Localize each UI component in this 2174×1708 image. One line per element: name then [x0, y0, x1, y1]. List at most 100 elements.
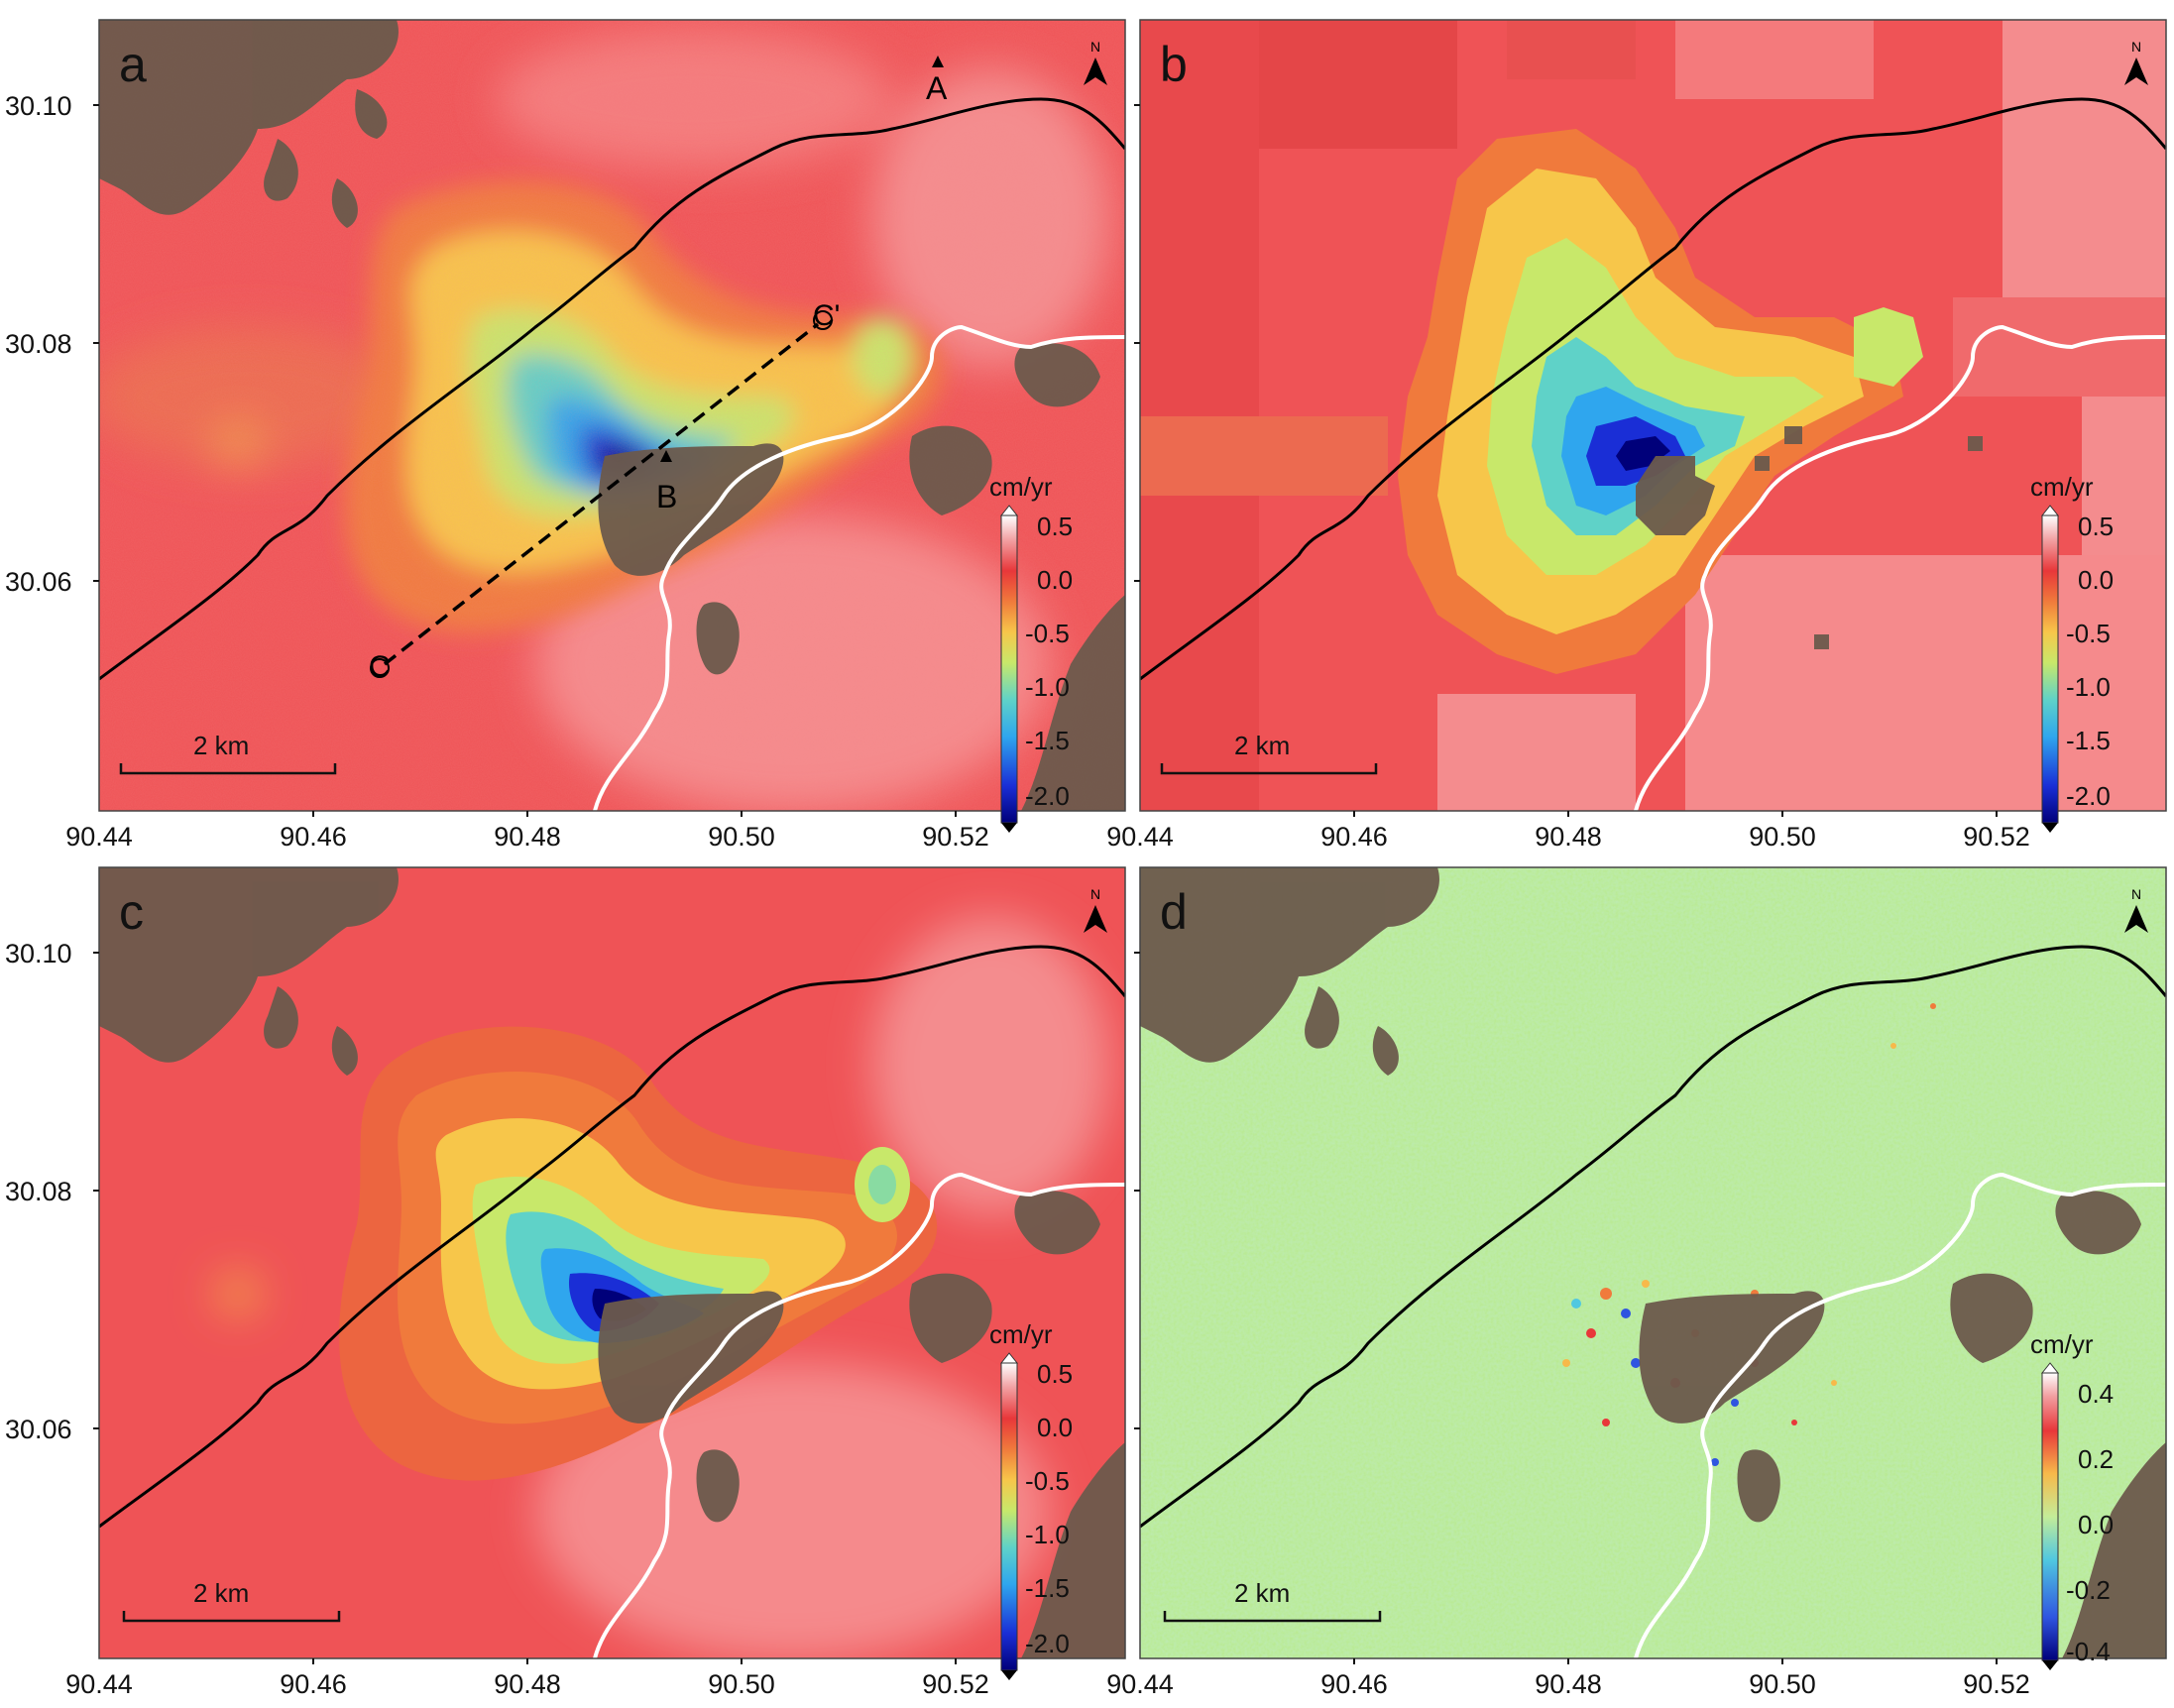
- x-tick-label: 90.48: [494, 822, 561, 852]
- marker-a-triangle: [932, 56, 944, 67]
- x-tick-label: 90.46: [1320, 1669, 1388, 1699]
- panel-b-colorbar: cm/yr 0.5 0.0 -0.5 -1.0 -1.5 -2.0: [2030, 472, 2114, 833]
- marker-c-prime-circle: [813, 310, 833, 330]
- x-tick-label: 90.46: [280, 1669, 347, 1699]
- marker-b-triangle: [660, 450, 672, 462]
- panel-d-fault-line: [1140, 945, 2166, 1529]
- svg-text:2 km: 2 km: [193, 731, 249, 760]
- x-tick-label: 90.48: [1535, 1669, 1602, 1699]
- panel-d-label: d: [1160, 884, 1188, 940]
- svg-text:N: N: [1090, 886, 1100, 902]
- panel-c-deformation: [339, 1026, 938, 1481]
- panel-d-rock-outcrops: [1140, 867, 2166, 1658]
- panel-c-north-arrow-icon: N: [1084, 886, 1107, 933]
- svg-text:N: N: [2131, 886, 2141, 902]
- x-tick-label: 90.52: [1963, 822, 2030, 852]
- svg-text:-1.5: -1.5: [1025, 1573, 1070, 1603]
- panel-b-fault-line: [1140, 97, 2166, 681]
- y-tick-label: 30.06: [5, 1415, 72, 1444]
- panel-c-label: c: [119, 884, 144, 940]
- panel-a-river: [593, 324, 1125, 811]
- svg-text:-1.0: -1.0: [1025, 1520, 1070, 1549]
- svg-text:-2.0: -2.0: [2066, 781, 2111, 811]
- x-tick-label: 90.44: [65, 822, 133, 852]
- svg-text:cm/yr: cm/yr: [989, 1319, 1053, 1349]
- svg-text:0.5: 0.5: [2078, 512, 2114, 541]
- panel-d-noise: [1140, 867, 2166, 1658]
- profile-line-c-c-prime: [383, 322, 820, 666]
- svg-text:-0.2: -0.2: [2066, 1575, 2111, 1605]
- svg-text:2 km: 2 km: [1234, 731, 1290, 760]
- panel-a-north-arrow-icon: N: [1084, 39, 1107, 85]
- panel-a-fault-line: [99, 97, 1125, 681]
- panel-d-north-arrow-icon: N: [2124, 886, 2148, 933]
- svg-text:cm/yr: cm/yr: [989, 472, 1053, 502]
- svg-text:2 km: 2 km: [1234, 1578, 1290, 1608]
- x-tick-label: 90.46: [280, 822, 347, 852]
- x-axis-top-left: 90.44 90.46 90.48 90.50 90.52: [65, 822, 989, 852]
- y-tick-label: 30.06: [5, 567, 72, 597]
- y-tick-label: 30.10: [5, 91, 72, 121]
- panel-b-frame: [1139, 19, 2167, 812]
- svg-text:-1.0: -1.0: [2066, 672, 2111, 702]
- panel-b-label: b: [1160, 37, 1188, 92]
- svg-text:-1.5: -1.5: [1025, 726, 1070, 755]
- svg-text:N: N: [1090, 39, 1100, 55]
- panel-a-speckle: [99, 20, 1125, 811]
- x-tick-label: 90.48: [1535, 822, 1602, 852]
- x-tick-label: 90.52: [922, 1669, 989, 1699]
- svg-text:-0.5: -0.5: [2066, 619, 2111, 648]
- x-tick-label: 90.50: [1749, 1669, 1816, 1699]
- panel-b-scale-bar: 2 km: [1160, 731, 1378, 775]
- x-tick-label: 90.52: [1963, 1669, 2030, 1699]
- panel-c-scale-bar: 2 km: [122, 1578, 341, 1623]
- panel-a-scale-bar: 2 km: [119, 731, 337, 775]
- svg-text:-2.0: -2.0: [1025, 1629, 1070, 1658]
- panel-c-colorbar: cm/yr 0.5 0.0 -0.5 -1.0 -1.5 -2.0: [989, 1319, 1073, 1680]
- svg-text:0.0: 0.0: [1037, 565, 1073, 595]
- svg-text:-0.5: -0.5: [1025, 1466, 1070, 1496]
- svg-text:-0.4: -0.4: [2066, 1637, 2111, 1666]
- panel-c-rock-outcrops: [99, 867, 1125, 1658]
- panel-c-frame: [98, 866, 1126, 1659]
- svg-text:cm/yr: cm/yr: [2030, 1329, 2094, 1359]
- x-axis-top-right: 90.44 90.46 90.48 90.50 90.52: [1106, 822, 2030, 852]
- x-tick-label: 90.44: [1106, 1669, 1174, 1699]
- svg-text:2 km: 2 km: [193, 1578, 249, 1608]
- x-tick-marks: [312, 811, 1998, 1664]
- panel-c: c N 2 km cm/yr 0.5 0.0 -0.5 -1.0 -1.5 -2…: [98, 866, 1126, 1680]
- x-axis-bottom-left: 90.44 90.46 90.48 90.50 90.52: [65, 1669, 989, 1699]
- svg-text:-1.5: -1.5: [2066, 726, 2111, 755]
- x-tick-label: 90.46: [1320, 822, 1388, 852]
- marker-c-prime-label: C': [813, 299, 840, 332]
- panel-c-fault-line: [99, 945, 1125, 1529]
- marker-a-label: A: [926, 70, 948, 106]
- panel-c-light-zones: [216, 917, 1110, 1658]
- svg-text:0.5: 0.5: [1037, 512, 1073, 541]
- x-tick-label: 90.52: [922, 822, 989, 852]
- panel-d-frame: [1139, 866, 2167, 1659]
- svg-text:0.0: 0.0: [1037, 1413, 1073, 1442]
- x-tick-label: 90.50: [708, 822, 775, 852]
- y-axis-top: 30.10 30.08 30.06: [5, 91, 1140, 597]
- panel-a-colorbar: cm/yr 0.5 0.0 -0.5 -1.0 -1.5 -2.0: [989, 472, 1073, 833]
- y-tick-label: 30.08: [5, 1177, 72, 1206]
- panel-b: b N 2 km cm/yr 0.5 0.0 -0.5 -1.0 -1.5 -2…: [1139, 19, 2167, 833]
- x-tick-label: 90.48: [494, 1669, 561, 1699]
- svg-text:0.4: 0.4: [2078, 1379, 2114, 1409]
- panel-d-colorbar: cm/yr 0.4 0.2 0.0 -0.2 -0.4: [2030, 1329, 2114, 1670]
- x-axis-bottom-right: 90.44 90.46 90.48 90.50 90.52: [1106, 1669, 2030, 1699]
- svg-text:-2.0: -2.0: [1025, 781, 1070, 811]
- x-tick-label: 90.50: [708, 1669, 775, 1699]
- svg-text:N: N: [2131, 39, 2141, 55]
- svg-text:-1.0: -1.0: [1025, 672, 1070, 702]
- x-tick-label: 90.44: [1106, 822, 1174, 852]
- marker-b-label: B: [656, 479, 677, 514]
- panel-d: d N 2 km cm/yr 0.4 0.2 0.0 -0.2 -0.4: [1139, 866, 2167, 1670]
- marker-c-label: C: [369, 650, 391, 683]
- y-tick-label: 30.08: [5, 329, 72, 359]
- panel-a-label: a: [119, 37, 147, 92]
- svg-text:0.5: 0.5: [1037, 1359, 1073, 1389]
- panel-b-river: [1634, 324, 2166, 811]
